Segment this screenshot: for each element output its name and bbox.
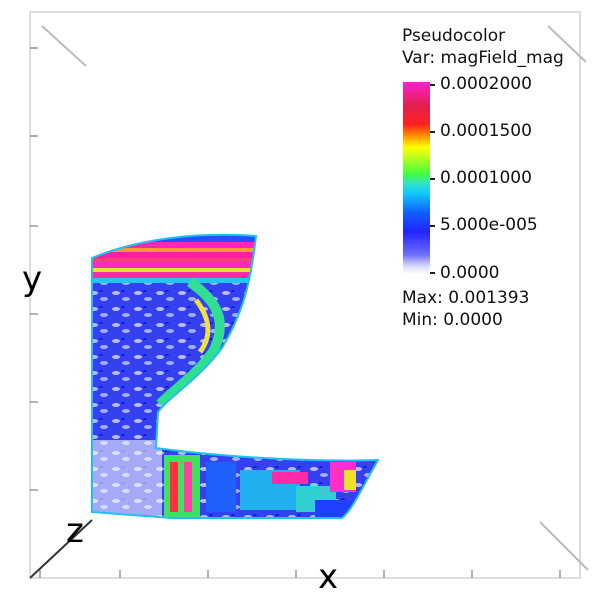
legend-max: Max: 0.001393 — [402, 288, 530, 308]
x-axis-label: x — [318, 557, 339, 597]
colorbar-tick-mark — [430, 131, 435, 133]
corner-line-top-right — [547, 25, 587, 63]
legend-min: Min: 0.0000 — [402, 310, 503, 330]
corner-line-bottom-right — [539, 521, 589, 571]
corner-line-top-left — [41, 25, 87, 67]
colorbar-tick-mark — [430, 225, 435, 227]
y-axis-ticks — [30, 47, 38, 491]
field-outline — [91, 233, 380, 519]
colorbar-tick-mark — [430, 272, 435, 274]
colorbar — [403, 82, 430, 274]
colorbar-tick-label: 0.0002000 — [440, 74, 532, 94]
legend-variable: Var: magField_mag — [402, 48, 564, 68]
field-shape — [92, 234, 378, 519]
plot-frame — [29, 11, 581, 579]
z-axis-line — [29, 519, 93, 579]
colorbar-tick-mark — [430, 178, 435, 180]
y-axis-label: y — [22, 259, 43, 299]
x-axis-ticks — [39, 570, 561, 578]
colorbar-tick-label: 0.0000 — [440, 263, 500, 283]
colorbar-tick-label: 0.0001000 — [440, 168, 532, 188]
colorbar-tick-label: 5.000e-005 — [440, 215, 538, 235]
colorbar-tick-mark — [430, 84, 435, 86]
legend-title: Pseudocolor — [402, 26, 506, 46]
z-axis-label: z — [66, 511, 84, 551]
colorbar-tick-label: 0.0001500 — [440, 121, 532, 141]
